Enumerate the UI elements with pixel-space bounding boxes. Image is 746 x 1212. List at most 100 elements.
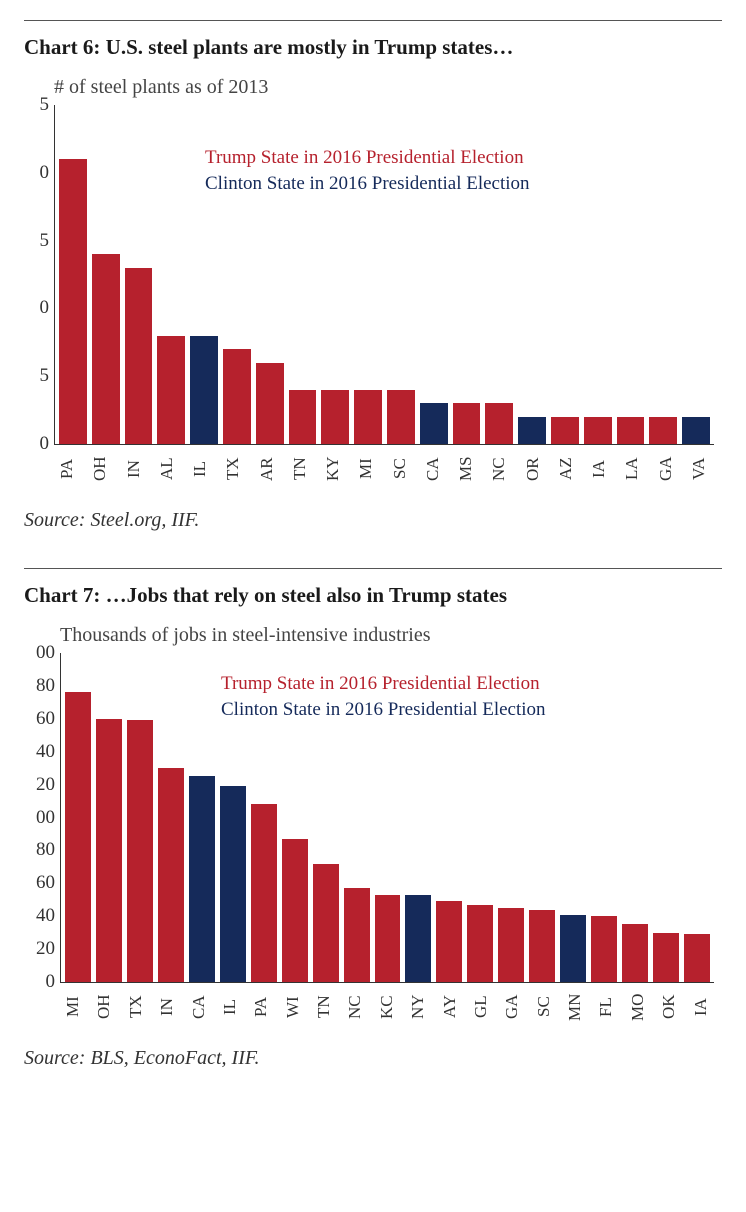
y-tick: 00 bbox=[36, 807, 61, 829]
bar-al bbox=[157, 336, 185, 444]
chart-7-bars bbox=[61, 653, 714, 982]
bar-kc bbox=[375, 895, 401, 982]
bar-in bbox=[158, 768, 184, 982]
y-tick: 0 bbox=[40, 297, 56, 319]
x-label: MO bbox=[629, 989, 655, 1025]
rule-top-6 bbox=[24, 20, 722, 21]
y-tick: 40 bbox=[36, 741, 61, 763]
x-label: NC bbox=[490, 451, 518, 487]
bar-mi bbox=[65, 692, 91, 982]
bar-ok bbox=[653, 933, 679, 982]
bar-in bbox=[125, 268, 153, 444]
x-label: AR bbox=[258, 451, 286, 487]
bar-pa bbox=[59, 159, 87, 444]
chart-6-xlabels: PAOHINALILTXARTNKYMISCCAMSNCORAZIALAGAVA bbox=[54, 445, 722, 487]
x-label: SC bbox=[391, 451, 419, 487]
x-label: TN bbox=[291, 451, 319, 487]
y-tick: 20 bbox=[36, 938, 61, 960]
chart-6-plot: Trump State in 2016 Presidential Electio… bbox=[54, 105, 714, 445]
y-tick: 0 bbox=[40, 433, 56, 455]
x-label: VA bbox=[690, 451, 718, 487]
bar-az bbox=[551, 417, 579, 444]
x-label: IN bbox=[158, 989, 184, 1025]
bar-ia bbox=[584, 417, 612, 444]
bar-ny bbox=[405, 895, 431, 982]
y-tick: 5 bbox=[40, 230, 56, 252]
x-label: GL bbox=[472, 989, 498, 1025]
x-label: SC bbox=[535, 989, 561, 1025]
bar-nc bbox=[344, 888, 370, 982]
bar-ga bbox=[649, 417, 677, 444]
bar-ay bbox=[436, 901, 462, 982]
x-label: OH bbox=[91, 451, 119, 487]
rule-top-7 bbox=[24, 568, 722, 569]
x-label: KY bbox=[324, 451, 352, 487]
x-label: AL bbox=[158, 451, 186, 487]
bar-sc bbox=[387, 390, 415, 444]
y-tick: 80 bbox=[36, 839, 61, 861]
x-label: WI bbox=[284, 989, 310, 1025]
chart-7-source: Source: BLS, EconoFact, IIF. bbox=[24, 1047, 722, 1070]
bar-sc bbox=[529, 910, 555, 982]
bar-mi bbox=[354, 390, 382, 444]
y-tick: 5 bbox=[40, 365, 56, 387]
y-tick: 60 bbox=[36, 872, 61, 894]
bar-oh bbox=[92, 254, 120, 444]
chart-6-subtitle: # of steel plants as of 2013 bbox=[54, 76, 722, 99]
bar-pa bbox=[251, 804, 277, 982]
x-label: TN bbox=[315, 989, 341, 1025]
bar-gl bbox=[467, 905, 493, 982]
x-label: NC bbox=[346, 989, 372, 1025]
bar-fl bbox=[591, 916, 617, 982]
bar-mn bbox=[560, 915, 586, 982]
chart-7-plot-outer: Trump State in 2016 Presidential Electio… bbox=[60, 653, 722, 983]
x-label: FL bbox=[597, 989, 623, 1025]
x-label: GA bbox=[503, 989, 529, 1025]
bar-ky bbox=[321, 390, 349, 444]
bar-ca bbox=[420, 403, 448, 444]
bar-or bbox=[518, 417, 546, 444]
bar-tn bbox=[313, 864, 339, 982]
x-label: IL bbox=[221, 989, 247, 1025]
chart-6-bars bbox=[55, 105, 714, 444]
bar-tn bbox=[289, 390, 317, 444]
bar-nc bbox=[485, 403, 513, 444]
x-label: NY bbox=[409, 989, 435, 1025]
bar-tx bbox=[127, 720, 153, 982]
chart-6-source: Source: Steel.org, IIF. bbox=[24, 509, 722, 532]
x-label: IN bbox=[125, 451, 153, 487]
x-label: IL bbox=[191, 451, 219, 487]
bar-ca bbox=[189, 776, 215, 982]
x-label: CA bbox=[190, 989, 216, 1025]
bar-il bbox=[190, 336, 218, 444]
bar-ar bbox=[256, 363, 284, 444]
x-label: GA bbox=[657, 451, 685, 487]
chart-7-plot-wrap: Trump State in 2016 Presidential Electio… bbox=[24, 653, 722, 1025]
x-label: TX bbox=[224, 451, 252, 487]
x-label: MS bbox=[457, 451, 485, 487]
x-label: IA bbox=[692, 989, 718, 1025]
y-tick: 5 bbox=[40, 94, 56, 116]
bar-mo bbox=[622, 924, 648, 982]
x-label: PA bbox=[252, 989, 278, 1025]
page: Chart 6: U.S. steel plants are mostly in… bbox=[0, 0, 746, 1138]
x-label: PA bbox=[58, 451, 86, 487]
chart-7-title: Chart 7: …Jobs that rely on steel also i… bbox=[24, 583, 722, 608]
y-tick: 40 bbox=[36, 905, 61, 927]
x-label: OH bbox=[95, 989, 121, 1025]
y-tick: 60 bbox=[36, 708, 61, 730]
y-tick: 0 bbox=[46, 971, 62, 993]
chart-7-plot: Trump State in 2016 Presidential Electio… bbox=[60, 653, 714, 983]
bar-ga bbox=[498, 908, 524, 982]
x-label: MN bbox=[566, 989, 592, 1025]
bar-wi bbox=[282, 839, 308, 982]
chart-7-block: Chart 7: …Jobs that rely on steel also i… bbox=[24, 568, 722, 1070]
chart-7-xlabels: MIOHTXINCAILPAWITNNCKCNYAYGLGASCMNFLMOOK… bbox=[60, 983, 722, 1025]
chart-6-title: Chart 6: U.S. steel plants are mostly in… bbox=[24, 35, 722, 60]
x-label: LA bbox=[623, 451, 651, 487]
bar-la bbox=[617, 417, 645, 444]
x-label: OK bbox=[660, 989, 686, 1025]
chart-6-plot-wrap: Trump State in 2016 Presidential Electio… bbox=[24, 105, 722, 487]
x-label: IA bbox=[590, 451, 618, 487]
chart-6-plot-outer: Trump State in 2016 Presidential Electio… bbox=[54, 105, 722, 445]
